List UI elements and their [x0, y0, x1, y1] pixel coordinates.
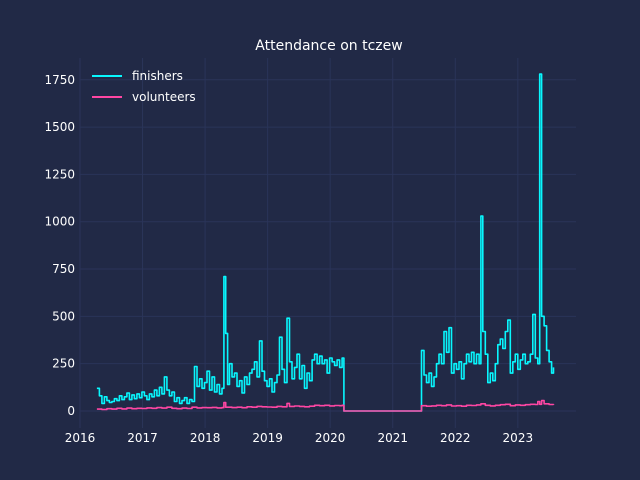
x-tick-label: 2023	[503, 431, 534, 445]
y-tick-label: 1500	[44, 120, 75, 134]
series-line-volunteers	[96, 399, 555, 412]
legend: finishers volunteers	[92, 69, 196, 104]
y-tick-label: 0	[67, 404, 75, 418]
x-tick-label: 2019	[252, 431, 283, 445]
chart-title: Attendance on tczew	[255, 38, 402, 54]
y-tick-label: 1250	[44, 167, 75, 181]
legend-label-volunteers: volunteers	[132, 90, 196, 104]
grid	[79, 58, 576, 428]
y-tick-label: 750	[52, 262, 75, 276]
y-tick-label: 1000	[44, 215, 75, 229]
x-tick-label: 2022	[440, 431, 471, 445]
y-tick-label: 1750	[44, 73, 75, 87]
y-tick-label: 250	[52, 357, 75, 371]
series-layer	[96, 73, 555, 412]
x-tick-label: 2017	[127, 431, 158, 445]
x-axis-ticks: 2016 2017 2018 2019 2020 2021 2022 2023	[65, 431, 533, 445]
x-tick-label: 2020	[315, 431, 346, 445]
legend-label-finishers: finishers	[132, 69, 183, 83]
x-tick-label: 2021	[377, 431, 408, 445]
y-axis-ticks: 0 250 500 750 1000 1250 1500 1750	[44, 73, 75, 418]
series-line-finishers	[96, 73, 555, 412]
x-tick-label: 2018	[190, 431, 221, 445]
y-tick-label: 500	[52, 309, 75, 323]
x-tick-label: 2016	[65, 431, 96, 445]
